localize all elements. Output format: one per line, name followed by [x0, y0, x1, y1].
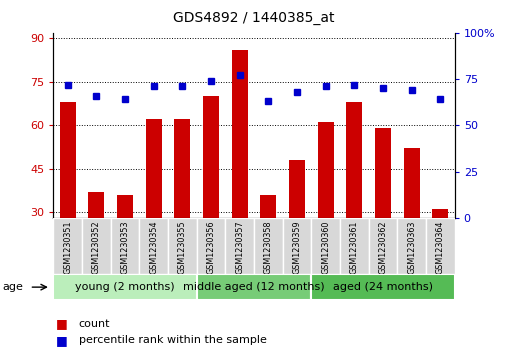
Bar: [226, 218, 254, 274]
Bar: [318, 122, 334, 218]
Bar: [203, 96, 219, 218]
Bar: [426, 218, 455, 274]
Bar: [139, 218, 168, 274]
Text: percentile rank within the sample: percentile rank within the sample: [79, 335, 267, 345]
Bar: [53, 218, 82, 274]
Bar: [289, 160, 305, 218]
Text: GSM1230362: GSM1230362: [378, 220, 388, 274]
Bar: [282, 218, 311, 274]
Text: GSM1230358: GSM1230358: [264, 220, 273, 274]
Text: GDS4892 / 1440385_at: GDS4892 / 1440385_at: [173, 11, 335, 25]
Bar: [232, 50, 247, 218]
Bar: [311, 218, 340, 274]
Bar: [60, 102, 76, 218]
Bar: [111, 218, 139, 274]
Bar: [174, 119, 190, 218]
Bar: [375, 128, 391, 218]
Text: GSM1230356: GSM1230356: [206, 220, 215, 274]
Text: GSM1230361: GSM1230361: [350, 220, 359, 274]
Bar: [146, 119, 162, 218]
Text: GSM1230357: GSM1230357: [235, 220, 244, 274]
Text: GSM1230359: GSM1230359: [293, 220, 302, 274]
Bar: [53, 274, 197, 300]
Bar: [340, 218, 369, 274]
Text: aged (24 months): aged (24 months): [333, 282, 433, 292]
Bar: [197, 274, 311, 300]
Text: GSM1230360: GSM1230360: [321, 220, 330, 274]
Bar: [369, 218, 397, 274]
Bar: [197, 218, 226, 274]
Bar: [404, 148, 420, 218]
Bar: [311, 274, 455, 300]
Text: GSM1230363: GSM1230363: [407, 220, 416, 274]
Text: ■: ■: [56, 334, 68, 347]
Text: GSM1230351: GSM1230351: [63, 220, 72, 274]
Bar: [261, 195, 276, 218]
Text: GSM1230355: GSM1230355: [178, 220, 187, 274]
Text: age: age: [3, 282, 23, 292]
Text: young (2 months): young (2 months): [75, 282, 175, 292]
Bar: [432, 209, 448, 218]
Bar: [82, 218, 111, 274]
Bar: [397, 218, 426, 274]
Bar: [168, 218, 197, 274]
Bar: [254, 218, 282, 274]
Bar: [346, 102, 362, 218]
Text: GSM1230353: GSM1230353: [120, 220, 130, 274]
Text: GSM1230364: GSM1230364: [436, 220, 445, 274]
Text: ■: ■: [56, 317, 68, 330]
Text: middle aged (12 months): middle aged (12 months): [183, 282, 325, 292]
Text: GSM1230354: GSM1230354: [149, 220, 158, 274]
Bar: [88, 192, 104, 218]
Text: count: count: [79, 319, 110, 329]
Bar: [117, 195, 133, 218]
Text: GSM1230352: GSM1230352: [92, 220, 101, 274]
